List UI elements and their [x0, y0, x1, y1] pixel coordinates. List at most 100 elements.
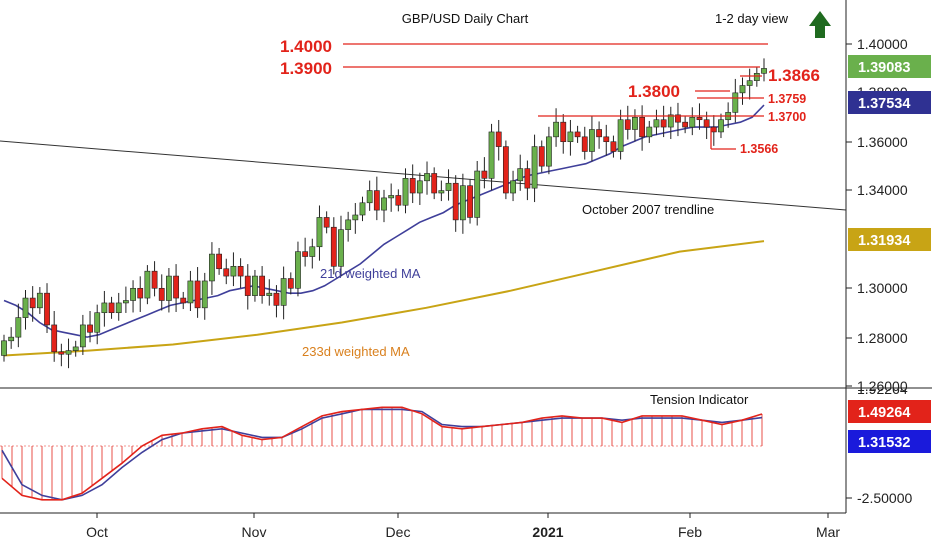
ma233-label: 233d weighted MA: [302, 344, 410, 359]
candle: [459, 173, 466, 234]
x-tick-feb: Feb: [678, 524, 702, 540]
candle: [173, 264, 179, 312]
svg-text:1.49264: 1.49264: [858, 405, 910, 421]
svg-text:1.31532: 1.31532: [858, 435, 910, 451]
y-tick-1-26000: 1.26000: [857, 378, 908, 394]
candle: [216, 247, 222, 275]
candle: [87, 311, 93, 343]
candle: [639, 105, 646, 151]
level-1-3700: 1.3700: [768, 110, 806, 124]
level-lines: [343, 43, 768, 150]
candle: [610, 135, 617, 158]
candle: [682, 116, 689, 134]
candle: [395, 189, 402, 212]
y-tick-1-34000: 1.34000: [857, 182, 908, 198]
candle: [431, 167, 438, 200]
candle: [8, 327, 15, 349]
candle: [130, 280, 136, 313]
candle: [517, 154, 524, 191]
candle: [746, 68, 753, 100]
candle: [538, 140, 545, 173]
candle: [567, 119, 574, 156]
candle: [122, 286, 129, 313]
candle: [338, 215, 344, 277]
candle: [79, 314, 86, 355]
candle: [553, 108, 559, 147]
candle: [718, 113, 724, 139]
view-label: 1-2 day view: [715, 11, 789, 26]
candle: [330, 217, 337, 275]
candle: [373, 176, 380, 221]
candle: [438, 180, 445, 202]
y-tick-1-40000: 1.40000: [857, 36, 908, 52]
candle: [531, 134, 538, 203]
candle: [323, 211, 330, 234]
y-tick-1-28000: 1.28000: [857, 330, 908, 346]
candle: [51, 311, 58, 362]
candle: [15, 303, 22, 348]
candle: [481, 157, 488, 189]
candle: [230, 252, 237, 287]
trendline: [0, 140, 847, 211]
candle: [632, 109, 638, 142]
candle: [689, 107, 696, 136]
candle: [302, 237, 309, 267]
candle: [101, 290, 108, 327]
level-1-3566: 1.3566: [740, 142, 778, 156]
candle: [589, 115, 595, 162]
y-tick-1-30000: 1.30000: [857, 280, 908, 296]
svg-text:1.39083: 1.39083: [858, 60, 910, 76]
candle: [359, 196, 366, 222]
candle: [22, 289, 29, 330]
candle: [287, 272, 294, 295]
level-1-3866: 1.3866: [768, 66, 820, 85]
candle: [624, 105, 631, 140]
candle: [65, 338, 72, 369]
tension-red-line: [1, 406, 763, 501]
tension-y-axis: 1.92264 -2.50000: [846, 381, 912, 506]
candle: [739, 77, 746, 105]
x-tick-nov: Nov: [242, 524, 267, 540]
candle: [158, 274, 165, 311]
candle: [424, 161, 430, 195]
tension-tag-blue: 1.31532: [848, 430, 931, 453]
candle: [546, 126, 552, 175]
candle: [201, 272, 208, 320]
svg-text:1.31934: 1.31934: [858, 233, 910, 249]
candle: [180, 291, 187, 310]
candle: [244, 264, 251, 310]
level-1-4000: 1.4000: [280, 37, 332, 56]
candle: [259, 266, 266, 304]
candle: [388, 183, 395, 212]
candle: [502, 140, 509, 200]
candle: [732, 78, 739, 123]
x-axis: Oct Nov Dec 2021 Feb Mar: [86, 513, 840, 540]
candle: [144, 265, 151, 305]
candle: [510, 170, 516, 202]
candle: [209, 242, 215, 295]
candle: [237, 258, 244, 289]
candle: [646, 120, 653, 143]
candle: [29, 286, 36, 322]
candle: [44, 283, 50, 333]
ma21-line: [3, 104, 765, 338]
candle: [316, 205, 323, 261]
tension-tick-top: 1.92264: [857, 381, 908, 397]
x-tick-dec: Dec: [386, 524, 411, 540]
candle: [194, 267, 201, 318]
price-tag-1-37534: 1.37534: [848, 91, 931, 114]
candle: [617, 109, 624, 160]
candle: [266, 279, 273, 306]
svg-text:1.37534: 1.37534: [858, 96, 910, 112]
candle: [137, 276, 144, 312]
candle: [115, 292, 122, 321]
candle: [381, 189, 387, 223]
candle: [94, 304, 101, 345]
candle: [108, 296, 115, 319]
candle: [72, 340, 79, 357]
candle: [409, 164, 416, 204]
candle: [345, 211, 352, 242]
trendline-label: October 2007 trendline: [582, 202, 714, 217]
candle: [474, 161, 481, 226]
candle: [1, 334, 7, 362]
